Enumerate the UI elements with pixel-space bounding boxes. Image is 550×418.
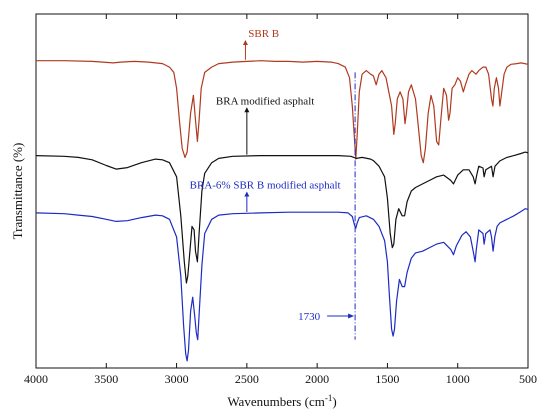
x-tick-label: 500: [519, 372, 537, 386]
y-axis-title: Transmittance (%): [10, 143, 25, 240]
x-axis-title-tail: ): [332, 394, 336, 409]
series-line-1: [36, 60, 529, 164]
x-axis-title: Wavenumbers (cm-1): [227, 393, 336, 409]
series-label-arrowhead-1: [242, 40, 248, 46]
annotation-arrowhead-1730: [348, 313, 355, 319]
x-tick-label: 2500: [235, 372, 259, 386]
x-tick-label: 2000: [305, 372, 329, 386]
plot-frame: [35, 13, 529, 369]
series-label-3: BRA-6% SBR B modified asphalt: [190, 180, 341, 192]
series-line-2: [35, 151, 529, 284]
series-label-arrowhead-2: [244, 107, 250, 113]
annotation-label-1730: 1730: [298, 311, 321, 323]
series-label-arrowhead-3: [244, 191, 250, 197]
series-label-1: SBR B: [248, 28, 279, 40]
x-tick-label: 1000: [446, 372, 470, 386]
x-axis-title-text: Wavenumbers (cm: [227, 394, 325, 409]
series-line-3: [35, 208, 529, 362]
x-tick-label: 1500: [375, 372, 399, 386]
x-tick-label: 3500: [94, 372, 118, 386]
series-labels: SBR B BRA modified asphalt BRA-6% SBR B mo…: [190, 28, 341, 212]
series-group: [35, 60, 529, 362]
series-label-2: BRA modified asphalt: [216, 95, 314, 107]
x-axis-ticks: 4000 3500 3000 2500 2000 1500 1000 500: [24, 14, 537, 386]
x-tick-label: 3000: [165, 372, 189, 386]
x-tick-label: 4000: [24, 372, 48, 386]
annotation-group: 1730: [298, 72, 356, 340]
x-axis-title-sup: -1: [325, 393, 333, 403]
